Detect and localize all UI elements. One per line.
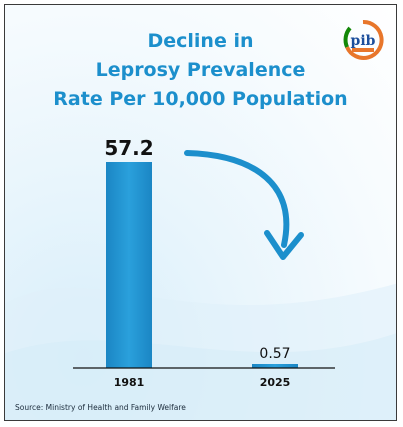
bar-1981: [106, 162, 152, 368]
tick-label-1981: 1981: [114, 376, 145, 389]
decline-arrow: [184, 150, 290, 248]
background-wave: [5, 283, 396, 420]
source-note: Source: Ministry of Health and Family We…: [15, 403, 186, 412]
svg-text:pib: pib: [351, 33, 376, 49]
tick-label-2025: 2025: [260, 376, 291, 389]
decline-arrow-head: [264, 230, 304, 260]
bar-chart: 57.2 0.57 1981 2025: [73, 136, 335, 389]
value-label-2025: 0.57: [259, 346, 290, 362]
infographic-frame: Decline in Leprosy Prevalence Rate Per 1…: [4, 4, 397, 421]
title-line-2: Leprosy Prevalence: [95, 59, 306, 81]
pib-logo-icon: pib: [343, 19, 384, 60]
value-label-1981: 57.2: [104, 136, 153, 160]
title-line-3: Rate Per 10,000 Population: [53, 88, 348, 110]
chart-title: Decline in Leprosy Prevalence Rate Per 1…: [5, 27, 396, 114]
title-line-1: Decline in: [147, 30, 254, 52]
bar-2025: [252, 364, 298, 368]
